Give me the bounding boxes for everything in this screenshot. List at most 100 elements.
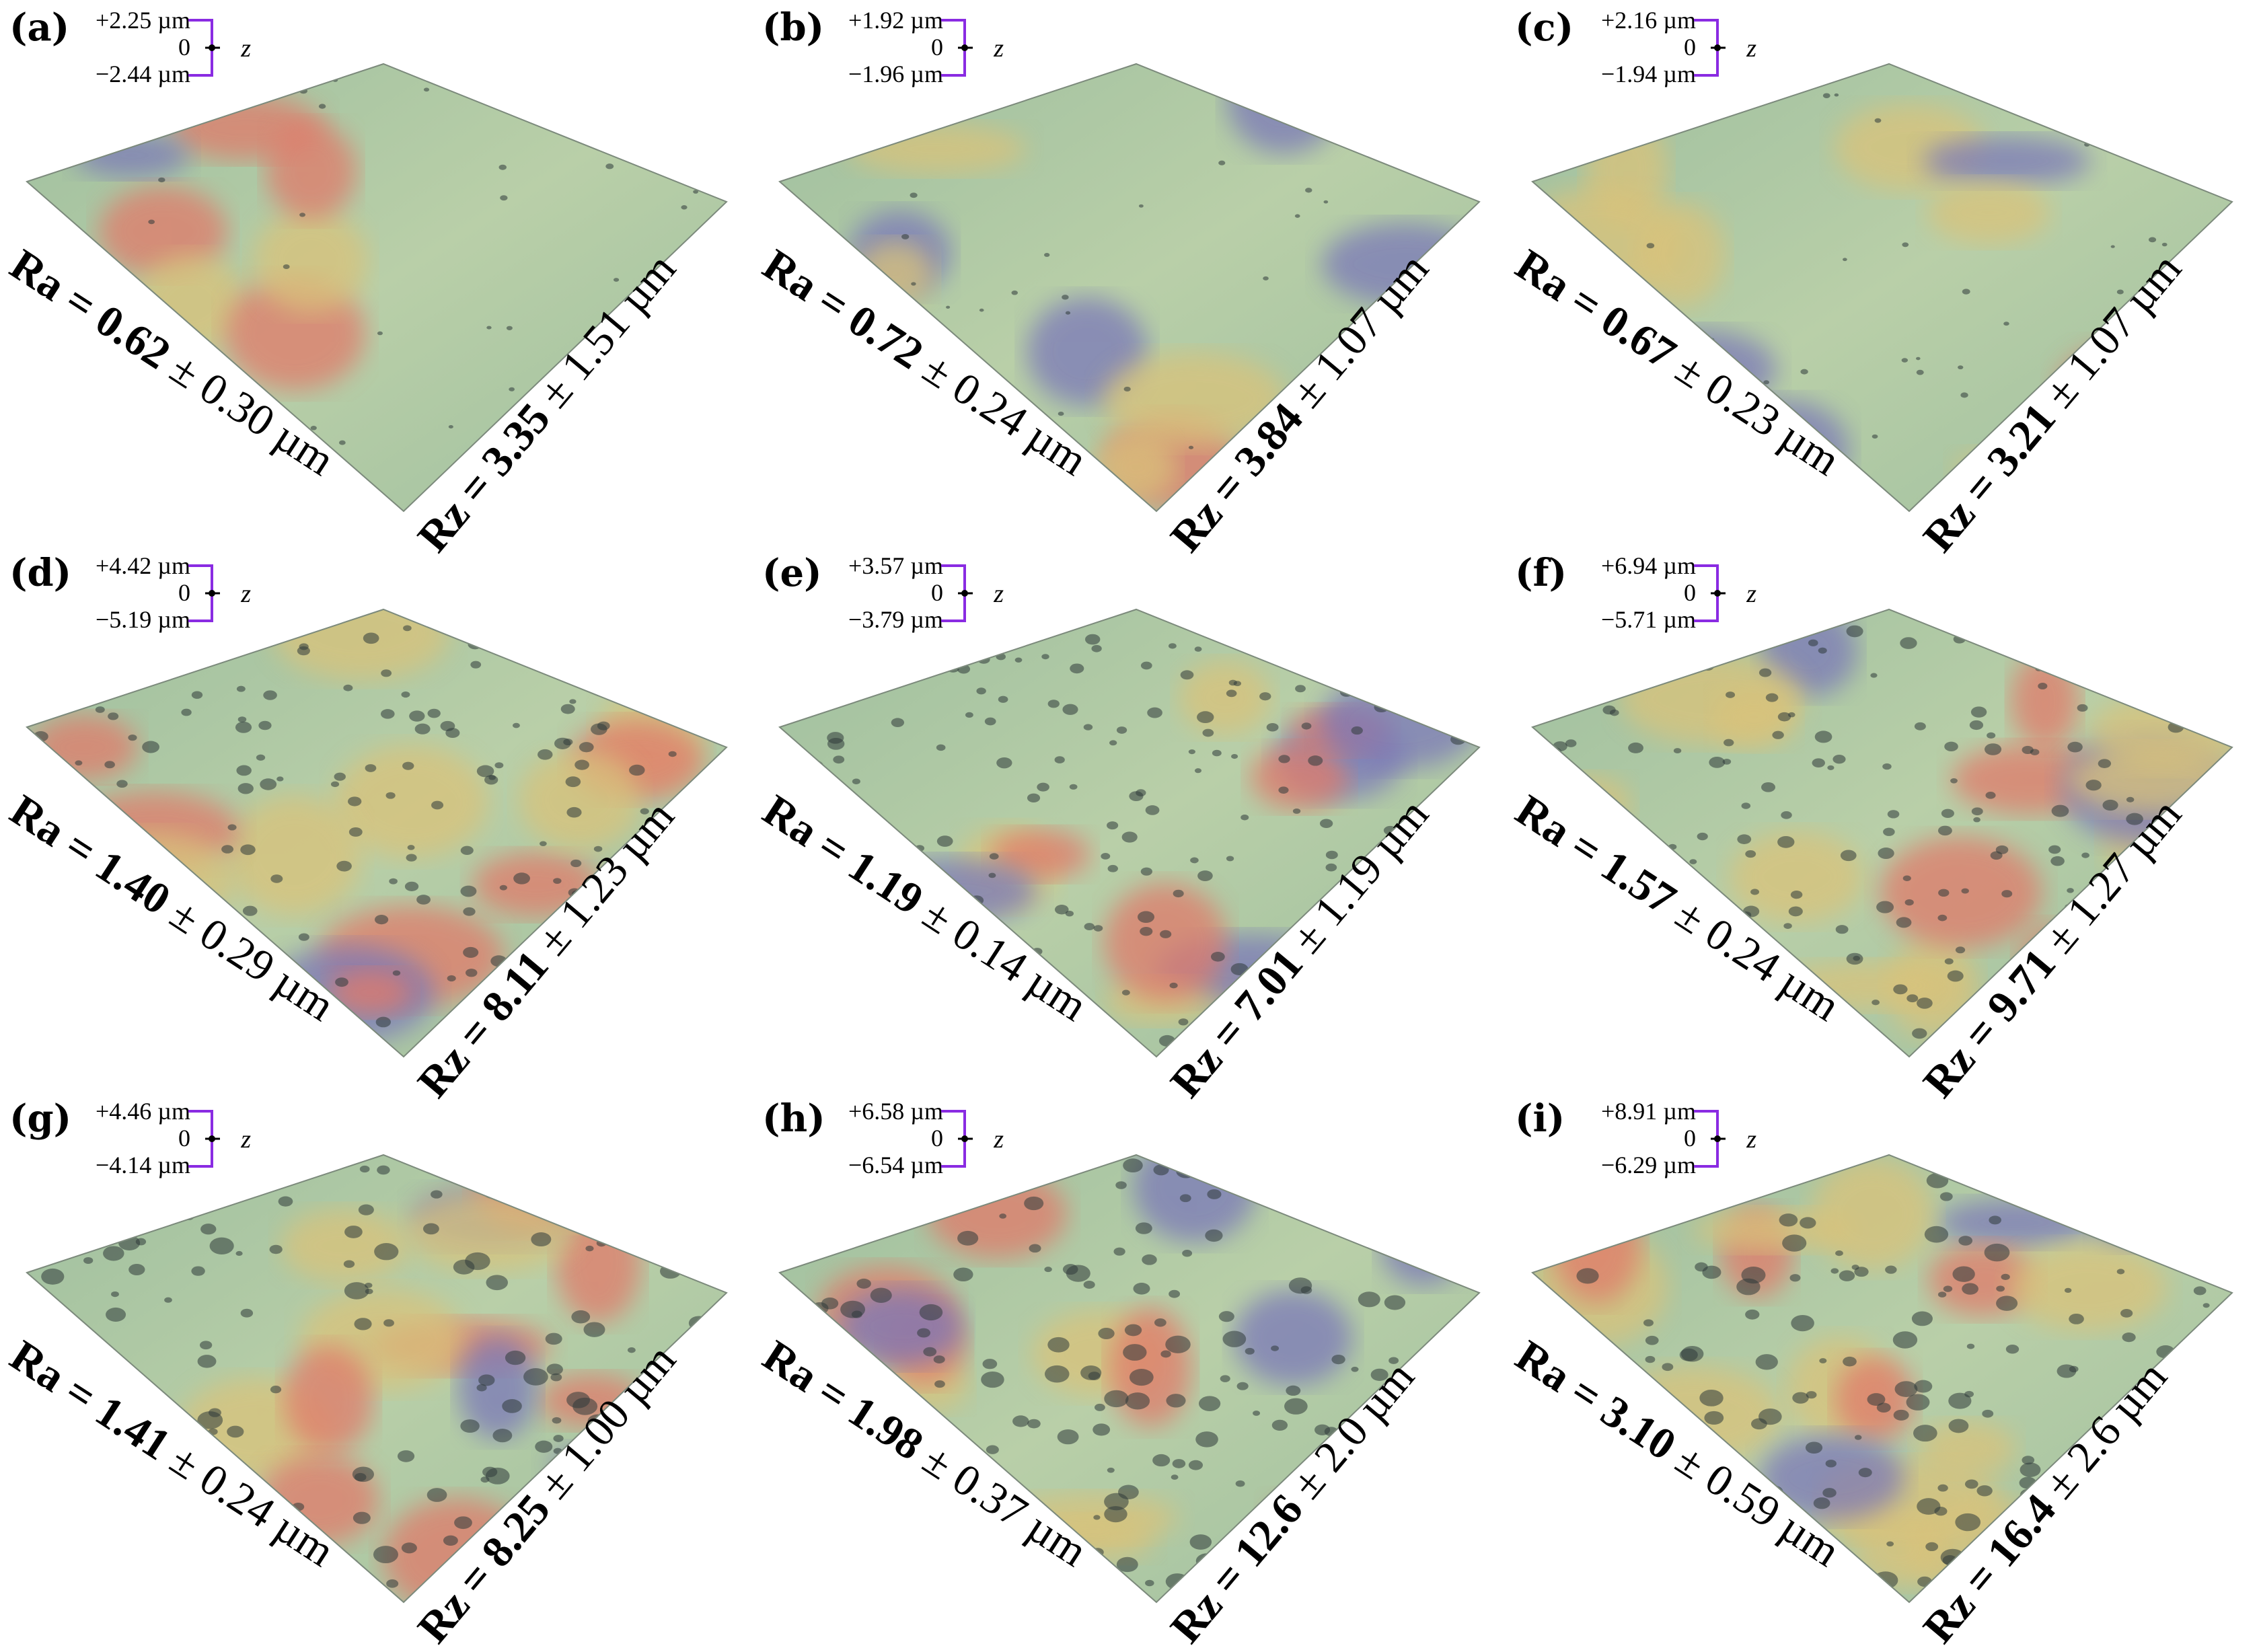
- panel-label: (a): [9, 5, 70, 50]
- pore: [1121, 989, 1130, 996]
- pore: [833, 755, 845, 764]
- pore: [1761, 1170, 1778, 1182]
- z-scale-bar: +4.42 µm 0 −5.19 µm z: [71, 554, 251, 634]
- pore: [1662, 1363, 1674, 1372]
- pore: [908, 969, 922, 978]
- pore: [1689, 859, 1697, 864]
- pore: [1116, 1556, 1138, 1573]
- pore: [385, 792, 396, 799]
- pore: [2050, 856, 2065, 866]
- pore: [792, 89, 800, 95]
- pore: [163, 1004, 174, 1012]
- height-region: [2011, 652, 2079, 749]
- pore: [1454, 913, 1467, 922]
- pore: [68, 667, 85, 679]
- pore: [2185, 663, 2201, 675]
- z-bracket-icon: [941, 564, 973, 622]
- pore: [979, 1568, 989, 1575]
- height-region: [1812, 1158, 1933, 1269]
- pore: [476, 1384, 487, 1392]
- pore: [669, 323, 677, 329]
- pore: [561, 122, 570, 128]
- pore: [1600, 392, 1607, 397]
- pore: [409, 710, 425, 722]
- pore: [1440, 1421, 1453, 1431]
- pore: [2116, 289, 2124, 295]
- pore: [2120, 1308, 2133, 1318]
- pore: [2038, 682, 2048, 689]
- pore: [1391, 442, 1397, 447]
- pore: [1958, 365, 1964, 370]
- pore: [1195, 1431, 1218, 1448]
- pore: [1878, 848, 1894, 860]
- pore: [655, 1035, 664, 1041]
- pore: [340, 1558, 359, 1572]
- pore: [1971, 807, 1983, 816]
- pore: [1944, 741, 1958, 752]
- pore: [1917, 998, 1933, 1009]
- pore: [646, 1507, 655, 1513]
- pore: [1243, 620, 1253, 627]
- pore: [910, 192, 918, 198]
- pore: [614, 1012, 630, 1023]
- pore: [1672, 1556, 1686, 1567]
- pore: [933, 1355, 945, 1364]
- pore: [209, 1237, 234, 1254]
- pore: [1160, 930, 1172, 938]
- pore: [918, 1513, 926, 1519]
- pore: [199, 1341, 213, 1350]
- pore: [628, 679, 638, 686]
- height-region: [272, 609, 450, 681]
- pore: [1266, 103, 1274, 109]
- pore: [1002, 494, 1010, 500]
- pore: [2005, 1344, 2020, 1354]
- pore: [1314, 1424, 1331, 1435]
- pore: [1960, 392, 1968, 398]
- pore: [256, 754, 266, 761]
- pore: [182, 880, 192, 887]
- pore: [276, 776, 284, 782]
- pore: [1805, 1441, 1823, 1454]
- pore: [1095, 1403, 1105, 1411]
- pore: [531, 1232, 552, 1247]
- pore: [1641, 1498, 1666, 1515]
- pore: [1140, 867, 1152, 876]
- pore: [1037, 782, 1049, 792]
- pore: [2057, 1364, 2077, 1378]
- pore: [1368, 670, 1384, 681]
- pore: [1874, 118, 1882, 123]
- pore: [1822, 93, 1830, 99]
- height-region: [99, 186, 227, 277]
- height-region: [31, 715, 138, 780]
- pore: [1948, 1392, 1972, 1409]
- pore: [380, 709, 395, 719]
- pore: [884, 1588, 903, 1602]
- pore: [570, 859, 582, 868]
- pore: [660, 1264, 681, 1279]
- pore: [36, 1034, 46, 1041]
- pore: [1559, 617, 1571, 626]
- pore: [1926, 1172, 1949, 1189]
- height-region: [228, 795, 361, 916]
- pore: [1887, 810, 1900, 819]
- pore: [207, 1536, 227, 1551]
- pore: [941, 957, 951, 964]
- pore: [1347, 1228, 1363, 1239]
- pore: [2048, 845, 2061, 854]
- pore: [1253, 1411, 1261, 1416]
- height-region: [53, 375, 144, 484]
- height-region: [328, 969, 412, 1016]
- pore: [2067, 888, 2074, 893]
- pore: [1851, 1265, 1859, 1270]
- pore: [2185, 1552, 2198, 1561]
- pore: [1854, 1435, 1862, 1440]
- pore: [191, 1266, 205, 1276]
- pore: [240, 1308, 254, 1318]
- pore: [174, 967, 188, 976]
- pore: [593, 846, 603, 852]
- pore: [392, 970, 401, 976]
- pore: [1168, 643, 1177, 649]
- pore: [1305, 188, 1312, 193]
- pore: [95, 706, 105, 713]
- pore: [1366, 1488, 1387, 1502]
